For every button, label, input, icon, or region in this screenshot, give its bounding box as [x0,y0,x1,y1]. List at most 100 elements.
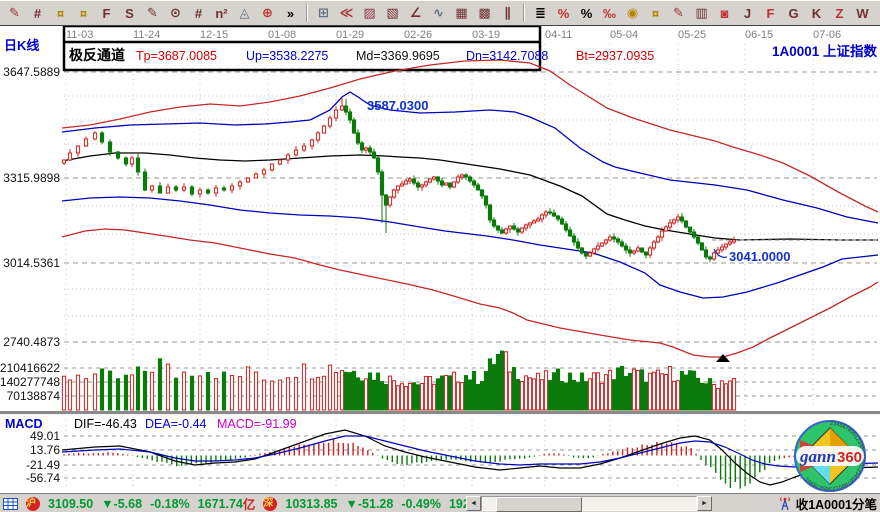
crosshair-target-icon[interactable]: ⊕ [262,5,273,20]
window-box-icon[interactable]: ⊞ [318,5,329,20]
brush-grid-icon[interactable]: ✎ [147,5,158,20]
fibonacci-grid-icon[interactable]: F [102,5,111,21]
toolbar-separator [523,4,525,22]
fan-box-icon[interactable]: ▨ [363,5,376,20]
volume-bar [359,380,365,411]
volume-series[interactable] [61,350,737,411]
percent-icon[interactable]: % [580,5,593,21]
cycle-circle-icon[interactable]: ⊙ [170,5,181,20]
macd-axis-label: -21.49 [26,458,60,472]
candle-body [583,252,589,257]
chart-area[interactable]: 11-03 11-24 12-15 01-08 01-29 02-26 03-19 04-11… [0,26,880,493]
date-tick-label: 04-11 [545,29,572,41]
volume-bar [391,380,397,411]
spiral-tool-icon[interactable]: S [125,5,134,21]
volume-bar [261,379,267,411]
candle-body [301,145,307,151]
candle-body [115,151,121,159]
ruler-grid-icon[interactable]: ▥ [695,5,708,20]
fan-rays-icon[interactable]: ≪ [339,5,354,20]
volume-bar [483,371,489,411]
gold-box-icon[interactable]: ◙ [720,5,729,21]
grid-lines-icon[interactable]: # [33,5,42,21]
date-tick-label: 05-04 [610,29,638,41]
candle-body [535,218,541,222]
w-angle-icon[interactable]: W [856,5,869,21]
candle-body [129,157,135,165]
kline-chart[interactable]: 11-03 11-24 12-15 01-08 01-29 02-26 03-19 04-11… [0,26,880,493]
volume-bar [675,380,681,411]
coin-line-icon[interactable]: ¤ [651,5,660,21]
sh-index-value: 3109.50 [48,496,94,511]
scroll-left-button[interactable]: ◄ [466,496,481,511]
volume-bar [221,371,227,411]
candle-body [403,180,409,185]
volume-bar [707,378,713,411]
volume-bar [511,367,517,411]
brush-gold-icon[interactable]: ✎ [673,5,684,20]
hash-grid-icon[interactable]: # [194,5,203,21]
candle-body [351,119,357,134]
bottom-signal-triangle-marker [716,354,730,362]
candle-body [363,147,369,151]
volume-bar [293,376,299,411]
volume-bar [727,380,733,411]
volume-bar [615,367,621,411]
candle-body [711,252,717,260]
k-angle-icon[interactable]: K [811,5,822,21]
parallel-lines-icon[interactable]: ∥ [504,5,511,20]
sh-turnover: 1671.74 亿 [198,494,256,512]
grid-b-icon[interactable]: ▩ [478,5,491,20]
candle-body [595,245,601,250]
candle-body [679,216,685,222]
candle-body [635,247,641,252]
candle-body [443,182,449,186]
volume-bar [495,353,501,411]
candle-body [261,169,267,175]
scroll-track[interactable] [481,496,697,512]
price-axis-label: 3014.5361 [3,256,60,270]
angle-lines-icon[interactable]: ∠ [409,5,422,20]
horizontal-scrollbar[interactable]: ◄ ► [466,496,712,512]
bar-scale-icon[interactable]: ≣ [535,5,546,20]
scroll-thumb[interactable] [496,497,582,512]
permille-icon[interactable]: ‰ [603,5,616,21]
candlestick-series[interactable] [61,97,737,263]
candle-body [379,171,385,196]
more-tools-chevron-icon[interactable]: » [286,5,295,21]
g-angle-icon[interactable]: G [788,5,799,21]
j-angle-icon[interactable]: J [743,5,752,21]
candle-body [92,132,98,140]
volume-bar [515,379,521,411]
feed-status-label: 收1A0001分笔 [795,498,877,512]
prism-icon[interactable]: ◬ [239,5,250,20]
grid-a-icon[interactable]: ▦ [455,5,468,20]
gann-gold-grid-icon[interactable]: ¤ [56,5,65,21]
candle-body [607,236,613,241]
volume-bar [503,351,509,411]
scroll-right-button[interactable]: ► [697,496,712,511]
volume-bar [383,384,389,411]
candle-body [375,157,381,173]
percent-seven-icon[interactable]: % [557,5,570,21]
candle-body [647,247,653,256]
brush-tool-icon[interactable]: ✎ [9,5,20,20]
kline-period-label: 日K线 [4,38,39,53]
candle-body [551,212,557,217]
volume-bar [309,378,315,411]
n-square-icon[interactable]: n² [215,5,228,21]
candle-body [75,145,81,154]
box-rays-icon[interactable]: ▧ [386,5,399,20]
z-angle-icon[interactable]: Z [835,5,844,21]
candle-body [631,250,637,254]
volume-bar [123,374,129,411]
zigzag-icon[interactable]: ∿ [433,5,444,20]
gold-coin-icon[interactable]: ◉ [626,5,639,20]
volume-bar [475,383,481,411]
volume-bar [711,383,717,411]
f-angle-icon[interactable]: F [766,5,775,21]
candle-body [277,159,283,165]
gann-gold-grid2-icon[interactable]: ¤ [79,5,88,21]
market-table-icon[interactable] [3,497,18,511]
panel-divider[interactable] [0,411,880,414]
